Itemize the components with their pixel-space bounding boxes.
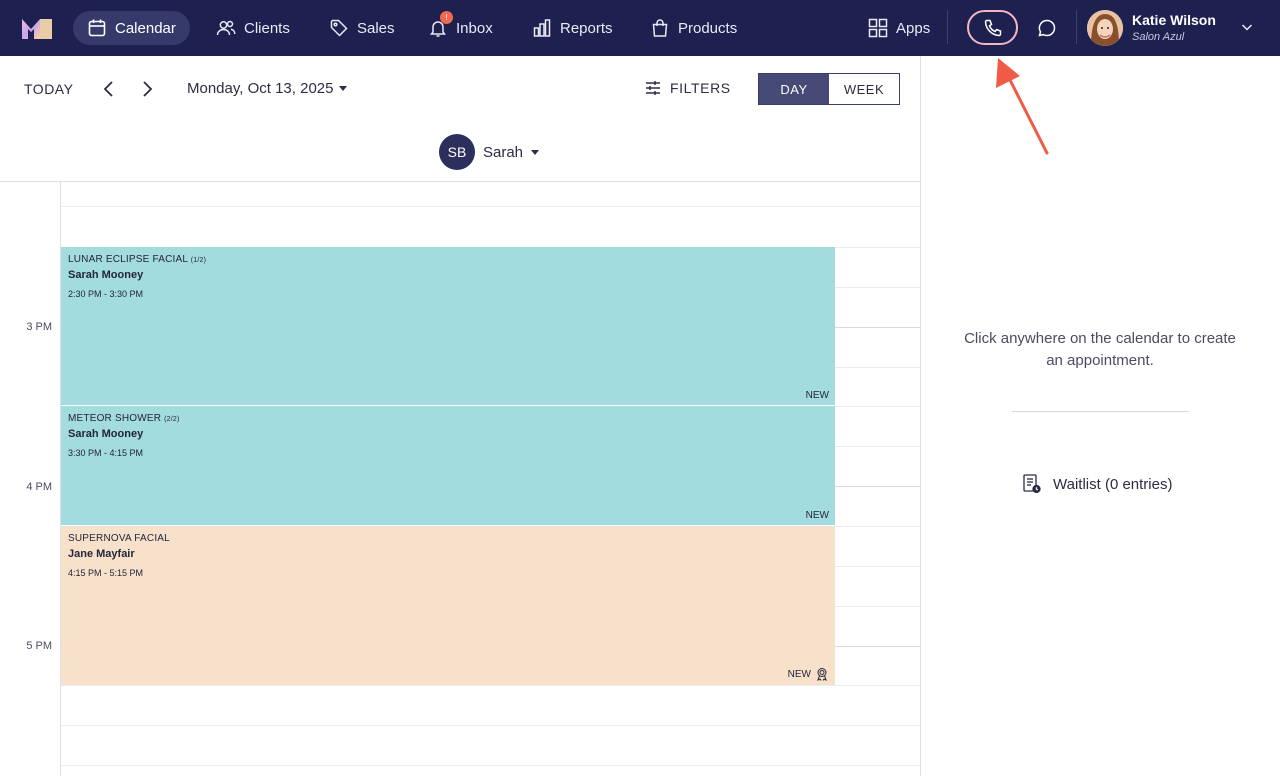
side-panel-divider (920, 56, 921, 776)
bell-icon (430, 21, 446, 37)
appointment-client: Sarah Mooney (68, 428, 144, 440)
appointment-client: Sarah Mooney (68, 269, 144, 281)
user-avatar[interactable] (1087, 10, 1123, 46)
filters-button[interactable]: FILTERS (644, 79, 731, 97)
service-name: SUPERNOVA FACIAL (68, 533, 170, 544)
new-client-tag: NEW (788, 667, 829, 681)
tag-label: NEW (787, 668, 811, 680)
staff-name: Sarah (483, 143, 524, 161)
user-photo-icon (1087, 10, 1123, 46)
grid-line (61, 685, 920, 686)
appointment-time: 2:30 PM - 3:30 PM (68, 289, 144, 299)
chevron-right-icon[interactable] (136, 78, 158, 100)
appointment-card[interactable]: METEOR SHOWER (2/2) Sarah Mooney 3:30 PM… (61, 406, 835, 525)
week-view-button[interactable]: WEEK (829, 74, 899, 104)
nav-divider (947, 10, 948, 44)
grid-line (61, 206, 920, 207)
new-client-tag: NEW (806, 390, 829, 401)
staff-selector[interactable]: SB Sarah (439, 134, 540, 170)
bar-chart-icon (533, 19, 551, 37)
appointment-time: 3:30 PM - 4:15 PM (68, 448, 144, 458)
service-part: (2/2) (164, 416, 180, 423)
appointment-time: 4:15 PM - 5:15 PM (68, 568, 144, 578)
nav-calendar[interactable]: Calendar (73, 11, 190, 45)
grid-line (61, 725, 920, 726)
user-name: Katie Wilson (1132, 12, 1216, 28)
view-toggle: DAY WEEK (758, 73, 900, 105)
appointment-card[interactable]: SUPERNOVA FACIAL Jane Mayfair 4:15 PM - … (61, 526, 835, 685)
appointment-service: SUPERNOVA FACIAL (68, 533, 828, 544)
caret-down-icon (531, 149, 540, 155)
nav-divider (1076, 10, 1077, 44)
service-part: (1/2) (190, 257, 207, 264)
tag-label: NEW (805, 390, 829, 401)
nav-reports[interactable]: Reports (518, 11, 627, 45)
today-button[interactable]: TODAY (24, 81, 74, 97)
award-icon (817, 668, 827, 681)
day-view-button[interactable]: DAY (759, 74, 829, 104)
caret-down-icon (339, 86, 348, 91)
empty-state-hint: Click anywhere on the calendar to create… (964, 330, 1236, 369)
time-label: 4 PM (26, 481, 52, 493)
hint-divider (1012, 411, 1189, 412)
nav-clients-label: Clients (244, 19, 290, 37)
nav-sales-label: Sales (357, 19, 395, 37)
waitlist-link[interactable]: Waitlist (0 entries) (1021, 473, 1172, 495)
nav-apps-label: Apps (896, 19, 931, 37)
bag-icon (652, 19, 668, 37)
chat-button[interactable] (1034, 15, 1060, 41)
phone-icon (984, 19, 1001, 36)
date-picker[interactable]: Monday, Oct 13, 2025 (187, 80, 348, 97)
tag-icon (330, 19, 348, 37)
time-label: 5 PM (26, 640, 52, 652)
tag-label: NEW (805, 510, 829, 521)
inbox-badge: ! (440, 11, 453, 24)
nav-clients[interactable]: Clients (202, 11, 304, 45)
chevron-left-icon[interactable] (98, 78, 120, 100)
time-gutter-divider (60, 182, 61, 776)
phone-button[interactable] (967, 10, 1018, 45)
appointment-service: METEOR SHOWER (2/2) (68, 413, 828, 424)
appointment-client: Jane Mayfair (68, 548, 135, 560)
chevron-down-icon[interactable] (1240, 20, 1254, 34)
nav-products[interactable]: Products (636, 11, 751, 45)
appointment-service: LUNAR ECLIPSE FACIAL (1/2) (68, 254, 828, 265)
nav-products-label: Products (678, 19, 738, 37)
waitlist-label: Waitlist (0 entries) (1053, 475, 1173, 493)
app-logo-icon[interactable] (22, 17, 52, 39)
new-client-tag: NEW (806, 510, 829, 521)
nav-calendar-label: Calendar (115, 19, 176, 37)
nav-reports-label: Reports (560, 19, 613, 37)
users-icon (216, 20, 236, 36)
chat-bubble-icon (1038, 19, 1056, 37)
calendar-icon (88, 19, 106, 37)
calendar-grid[interactable]: 3 PM 4 PM 5 PM LUNAR ECLIPSE FACIAL (1/2… (0, 181, 920, 776)
top-nav-bar: Calendar Clients Sales ! Inbox Reports P… (0, 0, 1280, 56)
nav-sales[interactable]: Sales (315, 11, 409, 45)
user-salon: Salon Azul (1132, 31, 1185, 43)
service-name: LUNAR ECLIPSE FACIAL (68, 254, 188, 265)
clipboard-clock-icon (1023, 474, 1041, 494)
appointment-card[interactable]: LUNAR ECLIPSE FACIAL (1/2) Sarah Mooney … (61, 247, 835, 405)
filters-label: FILTERS (670, 80, 731, 96)
date-label: Monday, Oct 13, 2025 (187, 80, 334, 97)
grid-icon (868, 18, 888, 38)
annotation-arrow-icon (996, 58, 1049, 155)
nav-inbox[interactable]: ! Inbox (414, 11, 507, 45)
nav-apps[interactable]: Apps (854, 11, 944, 45)
service-name: METEOR SHOWER (68, 413, 162, 424)
staff-avatar: SB (439, 134, 475, 170)
grid-line (61, 765, 920, 766)
sliders-icon (646, 81, 660, 95)
time-label: 3 PM (26, 321, 52, 333)
nav-inbox-label: Inbox (456, 19, 493, 37)
